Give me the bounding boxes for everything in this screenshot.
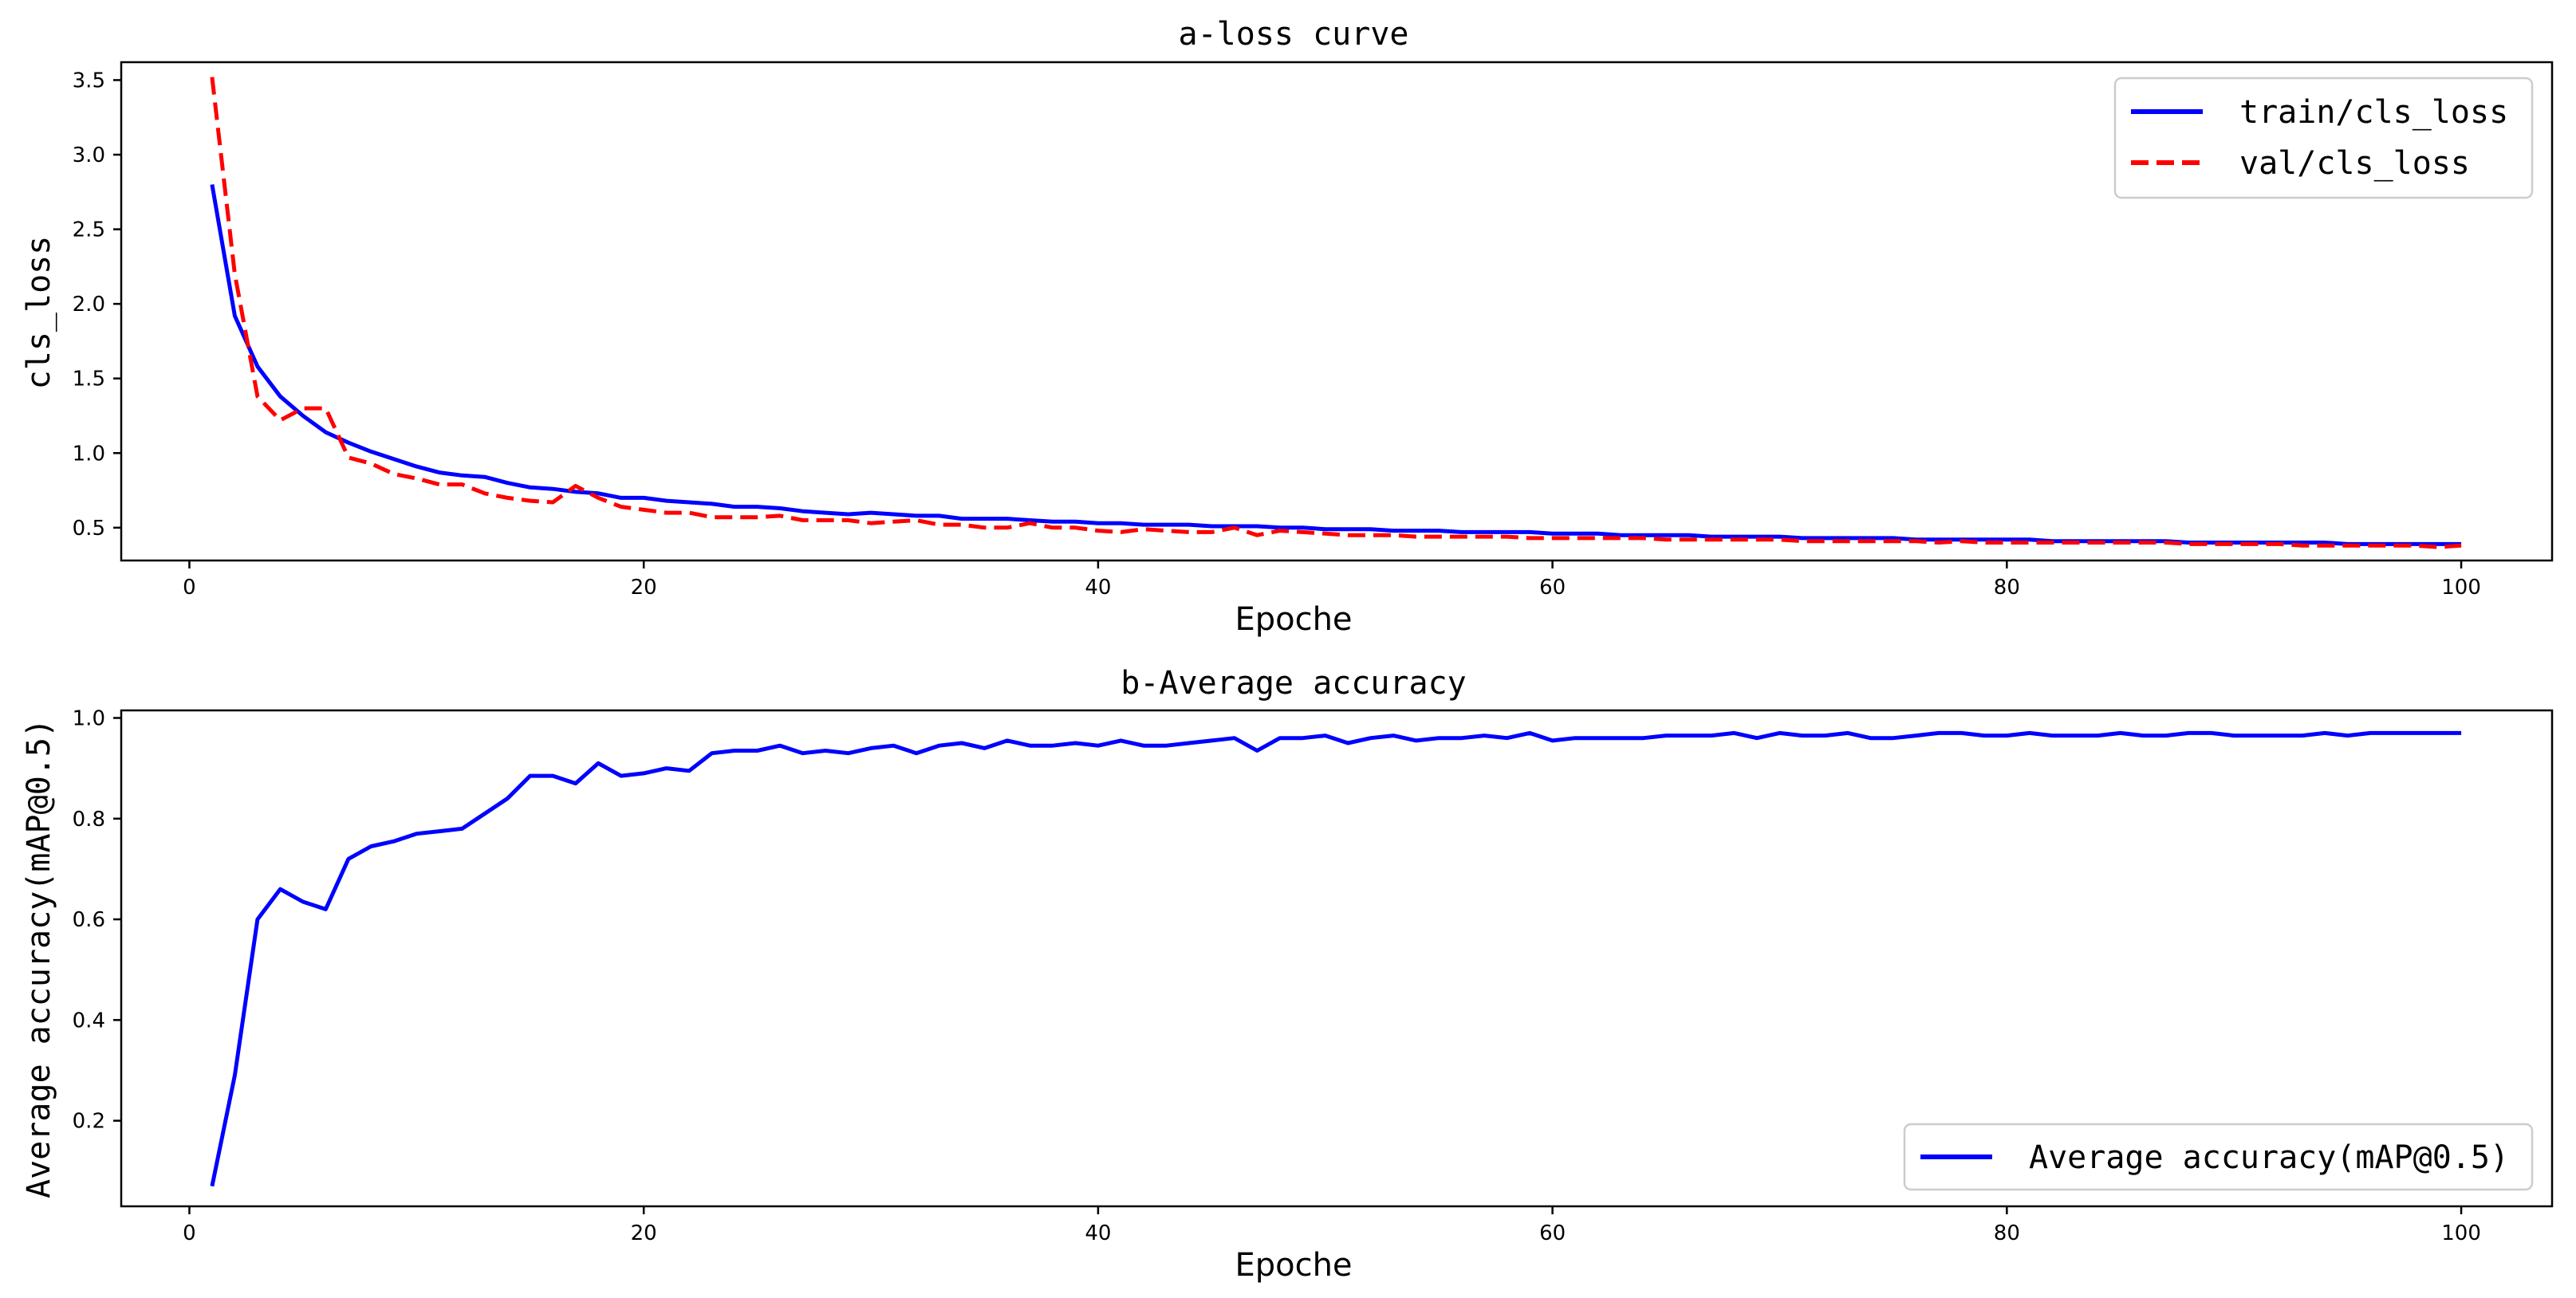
x-tick-label: 0 <box>183 1221 196 1245</box>
y-tick-label: 1.5 <box>73 368 105 391</box>
y-tick-label: 0.6 <box>73 908 105 932</box>
y-tick-label: 1.0 <box>73 442 105 466</box>
x-axis-label: Epoche <box>1235 1247 1352 1284</box>
chart-title: a-loss curve <box>1179 16 1409 53</box>
legend-label-train: train/cls_loss <box>2239 94 2508 131</box>
x-tick-label: 20 <box>631 1221 657 1245</box>
x-tick-label: 100 <box>2441 1221 2481 1245</box>
plot-area-frame <box>120 61 2554 562</box>
x-tick-label: 80 <box>1994 576 2020 600</box>
axis-ticks: 0 20 40 60 80 100 0.2 0.4 0.6 0.8 1.0 <box>73 706 2481 1245</box>
y-axis-label: Average accuracy(mAP@0.5) <box>21 718 57 1198</box>
y-tick-label: 1.0 <box>73 706 105 730</box>
x-tick-label: 40 <box>1085 1221 1111 1245</box>
series-line-average-accuracy-map-0-5 <box>210 730 2462 1187</box>
plot-area-frame <box>120 709 2554 1208</box>
y-axis-label: cls_loss <box>21 236 57 390</box>
legend-box <box>1903 1123 2534 1191</box>
legend-label-accuracy: Average accuracy(mAP@0.5) <box>2029 1139 2509 1176</box>
loss-chart-panel: a-loss curve 0 20 40 60 80 100 0.5 1.0 1.5 2.0 2.5… <box>21 16 2554 638</box>
x-tick-label: 60 <box>1539 1221 1566 1245</box>
y-tick-label: 3.5 <box>73 69 105 92</box>
x-tick-label: 100 <box>2441 576 2481 600</box>
y-tick-label: 0.5 <box>73 517 105 541</box>
y-tick-label: 0.8 <box>73 808 105 832</box>
y-tick-label: 0.2 <box>73 1110 105 1134</box>
axis-ticks: 0 20 40 60 80 100 0.5 1.0 1.5 2.0 2.5 3.0 3.5 <box>73 69 2481 600</box>
y-tick-label: 0.4 <box>73 1009 105 1032</box>
legend-label-val: val/cls_loss <box>2239 145 2470 182</box>
x-tick-label: 60 <box>1539 576 1566 600</box>
x-tick-label: 80 <box>1994 1221 2020 1245</box>
x-tick-label: 0 <box>183 576 196 600</box>
y-tick-label: 2.5 <box>73 218 105 242</box>
legend: Average accuracy(mAP@0.5) <box>1903 1123 2534 1191</box>
series-line-train-cls-loss <box>210 183 2462 546</box>
chart-title: b-Average accuracy <box>1121 665 1466 702</box>
x-axis-label: Epoche <box>1235 601 1352 638</box>
x-tick-label: 20 <box>631 576 657 600</box>
series-line-val-cls-loss <box>210 77 2462 549</box>
series-lines <box>210 730 2462 1187</box>
series-lines <box>210 77 2462 549</box>
x-tick-label: 40 <box>1085 576 1111 600</box>
y-tick-label: 2.0 <box>73 293 105 317</box>
y-tick-label: 3.0 <box>73 144 105 167</box>
legend-box <box>2113 77 2534 199</box>
legend: train/cls_loss val/cls_loss <box>2113 77 2534 199</box>
accuracy-chart-panel: b-Average accuracy 0 20 40 60 80 100 0.2 0.4 0.6… <box>21 665 2554 1284</box>
